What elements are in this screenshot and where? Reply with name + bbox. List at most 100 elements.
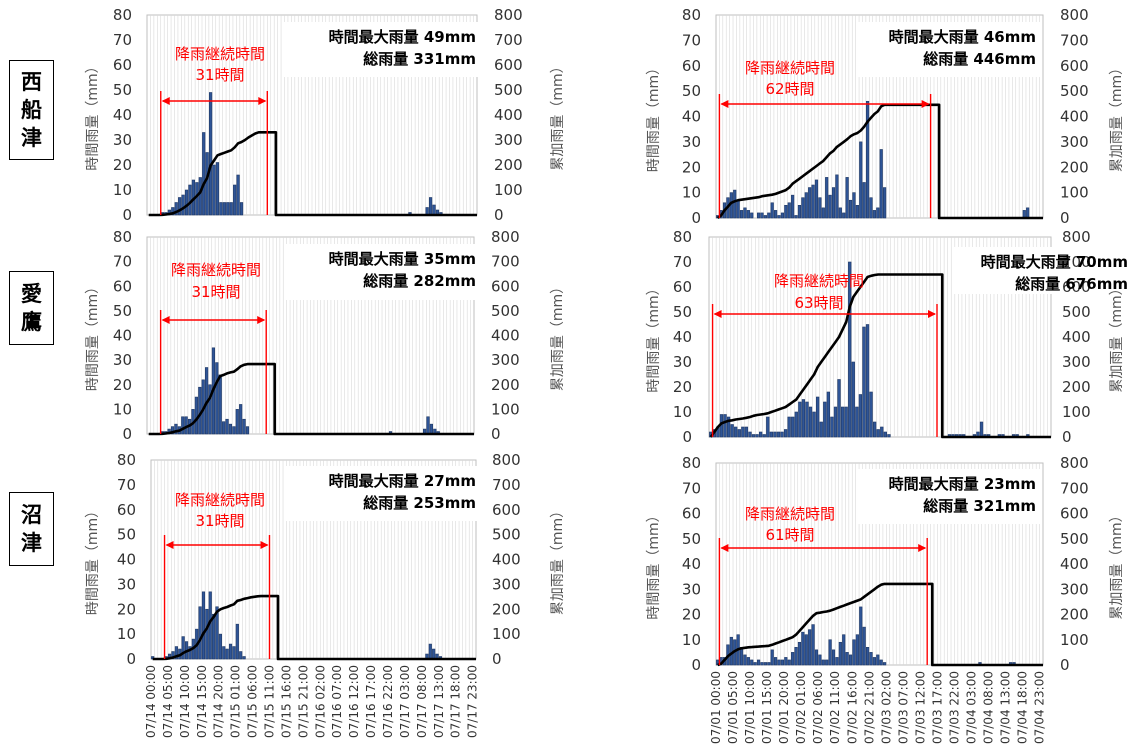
- y-axis-title: 時間雨量（mm）: [85, 504, 101, 615]
- rain-bar: [774, 657, 778, 666]
- rain-bar: [766, 416, 770, 438]
- y2-tick-label: 100: [1060, 184, 1089, 202]
- x-tick-label: 07/03 22:00: [947, 671, 961, 744]
- y2-axis-title: 累加雨量（mm）: [1109, 281, 1125, 392]
- x-tick-label: 07/03 07:00: [896, 671, 910, 744]
- x-tick-label: 07/15 21:00: [296, 665, 310, 738]
- duration-label: 降雨継続時間: [171, 261, 261, 279]
- rain-bar: [887, 434, 891, 438]
- rain-bar: [814, 649, 819, 666]
- y2-axis-title: 累加雨量（mm）: [550, 280, 566, 391]
- rain-bar: [869, 197, 873, 219]
- rain-bar: [242, 418, 246, 435]
- y2-tick-label: 600: [1060, 57, 1089, 75]
- max-rain-text: 時間最大雨量 27mm: [329, 472, 476, 490]
- rain-bar: [826, 391, 830, 438]
- y2-tick-label: 500: [1060, 82, 1089, 100]
- max-rain-value: 70mm: [1076, 253, 1128, 271]
- duration-label: 降雨継続時間: [745, 505, 835, 523]
- y2-tick-label: 800: [1060, 6, 1089, 24]
- rain-bar: [791, 652, 795, 666]
- duration-label: 降雨継続時間: [774, 272, 864, 290]
- rain-bar: [739, 210, 744, 219]
- rain-bar: [794, 411, 798, 438]
- rain-bar: [787, 202, 791, 219]
- y-tick-label: 70: [117, 476, 136, 494]
- rain-bar: [767, 212, 771, 219]
- total-rain-text: 総雨量 331mm: [363, 50, 476, 68]
- rain-bar: [787, 416, 791, 438]
- rain-bar: [865, 647, 870, 666]
- rain-bar: [842, 212, 846, 219]
- y2-tick-label: 600: [1060, 505, 1089, 523]
- chart-numazu-right: 0102030405060708001002003004005006007008…: [646, 454, 1125, 744]
- chart-nishi-funatsu-left: 0102030405060708001002003004005006007008…: [85, 6, 566, 224]
- total-rain-label: 総雨量: [363, 494, 413, 512]
- cumulative-line: [709, 273, 1051, 439]
- rain-bar: [825, 177, 829, 219]
- x-tick-label: 07/15 01:00: [229, 665, 243, 738]
- info-box: [952, 247, 1132, 294]
- rain-bar: [873, 421, 877, 438]
- rain-bar: [239, 404, 243, 435]
- rain-bar: [228, 423, 233, 435]
- rain-bar: [188, 184, 192, 216]
- rain-bar: [245, 426, 250, 435]
- chart-ashitaka-right: 0102030405060708001002003004005006007008…: [646, 228, 1132, 446]
- rain-bar: [862, 182, 866, 219]
- rain-bar: [783, 429, 788, 438]
- y-tick-label: 50: [113, 81, 132, 99]
- rain-bar: [780, 212, 785, 219]
- rain-bar: [222, 646, 226, 660]
- x-tick-label: 07/02 01:00: [794, 671, 808, 744]
- y2-tick-label: 800: [494, 6, 523, 24]
- max-rain-label: 時間最大雨量: [981, 253, 1076, 271]
- y-tick-label: 30: [113, 351, 132, 369]
- rain-bar: [763, 215, 767, 219]
- x-tick-label: 07/17 23:00: [466, 665, 480, 738]
- x-tick-label: 07/01 00:00: [709, 671, 723, 744]
- y-tick-label: 60: [117, 501, 136, 519]
- x-tick-label: 07/01 20:00: [777, 671, 791, 744]
- rain-bar: [858, 394, 863, 438]
- rain-bar: [777, 215, 781, 219]
- rain-bar: [879, 659, 883, 666]
- y-tick-label: 20: [113, 376, 132, 394]
- duration-label: 降雨継続時間: [175, 45, 265, 63]
- y2-tick-label: 600: [492, 501, 521, 519]
- rain-bar: [784, 657, 788, 666]
- rain-bar: [859, 141, 863, 219]
- rain-bar: [242, 656, 246, 660]
- rain-bar: [239, 651, 243, 660]
- arrow-head-right: [921, 100, 930, 108]
- rain-bar: [174, 646, 178, 660]
- cumulative-line: [152, 594, 476, 661]
- rain-bar: [222, 421, 226, 435]
- y-tick-label: 30: [682, 580, 701, 598]
- rain-bar: [767, 662, 771, 666]
- y-tick-label: 20: [117, 600, 136, 618]
- total-rain-label: 総雨量: [363, 272, 413, 290]
- y2-tick-label: 100: [494, 181, 523, 199]
- rain-bar: [794, 215, 798, 219]
- rain-bar: [791, 194, 795, 219]
- rain-bar: [776, 431, 781, 438]
- y-tick-label: 80: [673, 228, 692, 246]
- x-tick-label: 07/15 06:00: [246, 665, 260, 738]
- rain-bar: [774, 210, 778, 219]
- rain-bar: [865, 100, 870, 219]
- y-tick-label: 20: [673, 378, 692, 396]
- duration-value: 62時間: [765, 80, 814, 98]
- rain-bar: [844, 406, 848, 438]
- rain-bar: [818, 654, 822, 666]
- station-char: 愛: [21, 282, 42, 306]
- y2-tick-label: 800: [491, 228, 520, 246]
- total-rain-label: 総雨量: [923, 497, 973, 515]
- rain-bar: [215, 162, 220, 216]
- rain-bar: [170, 426, 175, 435]
- rain-bar: [769, 431, 773, 438]
- rain-bar: [787, 659, 791, 666]
- y-tick-label: 80: [117, 451, 136, 469]
- y2-tick-label: 400: [492, 551, 521, 569]
- max-rain-value: 23mm: [984, 475, 1036, 493]
